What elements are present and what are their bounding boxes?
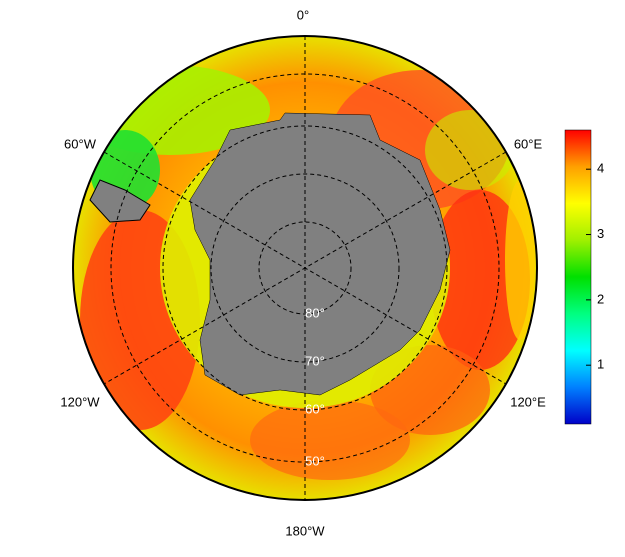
lon-label: 120°W [60,394,100,409]
colorbar-tick-label: 1 [597,357,604,372]
colorbar-tick-label: 3 [597,226,604,241]
colorbar-tick-label: 4 [597,161,604,176]
lon-label: 0° [297,7,309,22]
lon-label: 60°W [64,136,97,151]
lon-label: 180°W [285,523,325,538]
lat-label: 50° [305,453,325,468]
lat-label: 70° [305,353,325,368]
map-field [73,36,537,500]
colorbar-scale [564,129,592,425]
lat-label: 80° [305,305,325,320]
colorbar-tick-label: 2 [597,291,604,306]
graticule [103,36,507,500]
lon-label: 60°E [514,136,543,151]
lon-label: 120°E [510,394,546,409]
colorbar: 1 2 3 4 [564,129,604,425]
lat-label: 60° [305,401,325,416]
